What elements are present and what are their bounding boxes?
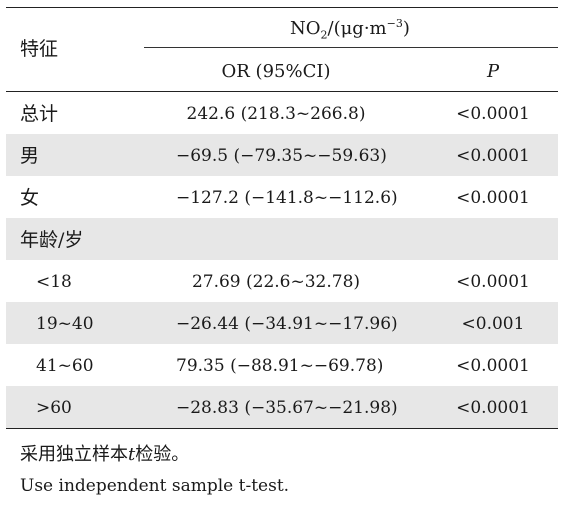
group-label-main: NO (290, 18, 321, 39)
or-ci-cell: −28.83 (−35.67~−21.98) (176, 398, 398, 418)
group-label-close: ) (402, 18, 410, 39)
group-label-unit: /(μg·m (327, 18, 387, 39)
table-row: 男 −69.5 (−79.35~−59.63) <0.0001 (6, 134, 558, 176)
top-rule (6, 7, 558, 8)
note-zh-prefix: 采用独立样本 (20, 444, 128, 465)
p-value-cell: <0.0001 (456, 146, 530, 166)
group-rule (144, 47, 558, 48)
or-ci-cell: −26.44 (−34.91~−17.96) (176, 314, 398, 334)
feature-cell: 年龄/岁 (20, 229, 84, 251)
table-row: 年龄/岁 (6, 218, 558, 260)
header-p: P (486, 61, 500, 82)
or-ci-cell: 242.6 (218.3~266.8) (186, 104, 366, 124)
note-chinese: 采用独立样本t检验。 (20, 440, 189, 466)
feature-cell: 男 (20, 145, 40, 167)
bottom-rule (6, 428, 558, 429)
feature-cell: 41~60 (36, 356, 94, 376)
note-zh-italic: t (128, 444, 136, 465)
or-ci-cell: −69.5 (−79.35~−59.63) (176, 146, 387, 166)
table-row: 19~40 −26.44 (−34.91~−17.96) <0.001 (6, 302, 558, 344)
or-ci-cell: −127.2 (−141.8~−112.6) (176, 188, 398, 208)
p-value-cell: <0.0001 (456, 104, 530, 124)
table-row: 女 −127.2 (−141.8~−112.6) <0.0001 (6, 176, 558, 218)
or-ci-cell: 79.35 (−88.91~−69.78) (176, 356, 384, 376)
note-zh-suffix: 检验。 (135, 444, 190, 465)
header-or-ci: OR (95%CI) (221, 61, 331, 82)
p-value-cell: <0.001 (461, 314, 525, 334)
p-value-cell: <0.0001 (456, 356, 530, 376)
feature-cell: 女 (20, 187, 40, 209)
p-value-cell: <0.0001 (456, 398, 530, 418)
group-label-subscript: 2 (320, 28, 328, 42)
header-feature-label: 特征 (20, 38, 59, 60)
group-label-superscript: −3 (386, 17, 403, 30)
header-rule (6, 91, 558, 92)
table-row: <18 27.69 (22.6~32.78) <0.0001 (6, 260, 558, 302)
p-value-cell: <0.0001 (456, 272, 530, 292)
feature-cell: 总计 (20, 103, 59, 125)
header-no2-group-label: NO2/(μg·m−3) (290, 18, 410, 41)
or-ci-cell: 27.69 (22.6~32.78) (191, 272, 361, 292)
note-english: Use independent sample t-test. (20, 476, 290, 496)
feature-cell: >60 (36, 398, 72, 418)
feature-cell: <18 (36, 272, 72, 292)
feature-cell: 19~40 (36, 314, 94, 334)
table-row: >60 −28.83 (−35.67~−21.98) <0.0001 (6, 386, 558, 428)
table-row: 41~60 79.35 (−88.91~−69.78) <0.0001 (6, 344, 558, 386)
table-row: 总计 242.6 (218.3~266.8) <0.0001 (6, 92, 558, 134)
p-value-cell: <0.0001 (456, 188, 530, 208)
